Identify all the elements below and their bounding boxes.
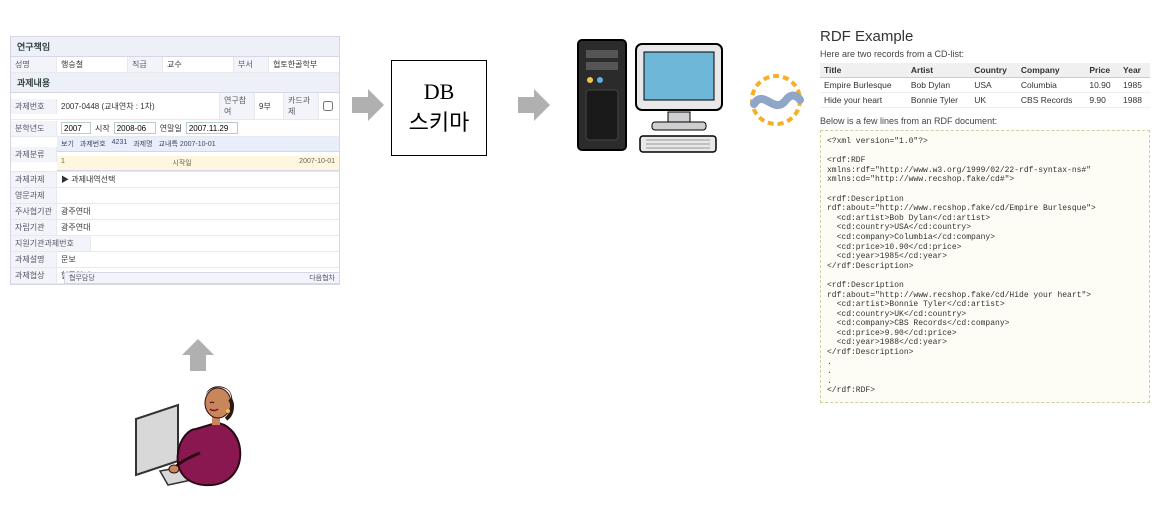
label-year: 분학년도 (11, 121, 57, 136)
rdf-code-block: <?xml version="1.0"?> <rdf:RDF xmlns:rdf… (820, 130, 1150, 403)
value-card (319, 99, 339, 113)
band-b: 과제번호 (80, 139, 106, 149)
label-brief: 과제설명 (11, 252, 57, 267)
label-d1: 과제협상 (11, 268, 57, 283)
person-at-computer-icon (130, 375, 270, 495)
form-row-org: 주사협기관 광주연대 (11, 204, 339, 220)
cell: UK (970, 93, 1017, 108)
label-job: 직급 (127, 57, 163, 72)
rdf-th-year: Year (1119, 63, 1150, 78)
rdf-title: RDF Example (820, 28, 1150, 45)
arrow-right-1-icon (348, 85, 388, 125)
rdf-th-country: Country (970, 63, 1017, 78)
form-section-2: 과제내용 (11, 73, 339, 93)
cell: 9.90 (1085, 93, 1119, 108)
band2-a: 1 (61, 158, 65, 168)
form-row-asst: 자립기관 광주연대 (11, 220, 339, 236)
form-row-pnum: 과제번호 2007-0448 (교내연차 : 1차) 연구참여 9부 카드과제 (11, 93, 339, 120)
label-parent: 과제분류 (11, 147, 57, 162)
cell: Bonnie Tyler (907, 93, 970, 108)
label-num: 지원기관과제번호 (11, 236, 91, 251)
value-pstage: 9부 (255, 99, 283, 114)
cell: 1988 (1119, 93, 1150, 108)
band2-b: 시작일 (172, 158, 191, 168)
value-job: 교수 (163, 57, 233, 72)
rdf-th-price: Price (1085, 63, 1119, 78)
rdf-intro: Here are two records from a CD-list: (820, 49, 1150, 59)
rdf-th-artist: Artist (907, 63, 970, 78)
computer-icon (570, 30, 730, 170)
parent-details: 보기 과제번호 4231 과제명 교내특 2007-10-01 1 시작일 20… (57, 137, 339, 171)
arrow-right-2-icon (514, 85, 554, 125)
label-task: 과제과제 (11, 172, 57, 187)
label-org: 주사협기관 (11, 204, 57, 219)
cell: USA (970, 78, 1017, 93)
value-dept: 협토한골학부 (269, 57, 339, 72)
rdf-th-company: Company (1017, 63, 1085, 78)
form-row-lang: 영문과제 (11, 188, 339, 204)
value-name: 행승철 (57, 57, 127, 72)
band-a: 보기 (61, 139, 74, 149)
form-row-name: 성명 행승철 직급 교수 부서 협토한골학부 (11, 57, 339, 73)
form-row-num: 지원기관과제번호 (11, 236, 339, 252)
cell: Empire Burlesque (820, 78, 907, 93)
form-row-brief: 과제설명 문보 (11, 252, 339, 268)
value-year: 시작 연말일 (57, 120, 339, 136)
year-input[interactable] (61, 122, 91, 134)
band2-c: 2007-10-01 (299, 158, 335, 168)
value-brief: 문보 (57, 252, 339, 267)
form-strip: 협무담당 다음협차 (64, 272, 340, 284)
halo-icon (746, 70, 806, 130)
db-schema-box: DB 스키마 (391, 60, 487, 156)
strip-right[interactable]: 다음협차 (309, 273, 335, 283)
label-name: 성명 (11, 57, 57, 72)
table-row: Empire Burlesque Bob Dylan USA Columbia … (820, 78, 1150, 93)
arrow-up-icon (178, 335, 218, 375)
band-e: 교내특 2007-10-01 (159, 139, 216, 149)
cell: Columbia (1017, 78, 1085, 93)
rdf-table: Title Artist Country Company Price Year … (820, 63, 1150, 108)
value-lang (57, 194, 339, 198)
label-start: 시작 (95, 123, 110, 134)
label-end: 연말일 (160, 123, 182, 134)
value-pnum: 2007-0448 (교내연차 : 1차) (57, 99, 219, 114)
db-line2: 스키마 (409, 105, 470, 137)
cell: 10.90 (1085, 78, 1119, 93)
label-dept: 부서 (233, 57, 269, 72)
strip-left: 협무담당 (69, 273, 95, 283)
value-asst: 광주연대 (57, 220, 339, 235)
table-row: Hide your heart Bonnie Tyler UK CBS Reco… (820, 93, 1150, 108)
value-num (91, 242, 339, 246)
detail-band2: 1 시작일 2007-10-01 (57, 156, 339, 171)
form-row-parent: 과제분류 보기 과제번호 4231 과제명 교내특 2007-10-01 1 시… (11, 137, 339, 172)
label-pstage: 연구참여 (219, 93, 255, 119)
card-checkbox[interactable] (323, 101, 333, 111)
cell: CBS Records (1017, 93, 1085, 108)
label-lang: 영문과제 (11, 188, 57, 203)
detail-band: 보기 과제번호 4231 과제명 교내특 2007-10-01 (57, 137, 339, 152)
form-row-year: 분학년도 시작 연말일 (11, 120, 339, 137)
value-org: 광주연대 (57, 204, 339, 219)
band-d: 과제명 (133, 139, 152, 149)
value-task[interactable]: ▶ 과제내역선택 (57, 172, 339, 187)
rdf-table-header-row: Title Artist Country Company Price Year (820, 63, 1150, 78)
research-form: 연구책임 성명 행승철 직급 교수 부서 협토한골학부 과제내용 과제번호 20… (10, 36, 340, 285)
band-c: 4231 (112, 139, 128, 149)
end-input[interactable] (186, 122, 238, 134)
start-input[interactable] (114, 122, 156, 134)
form-section-1: 연구책임 (11, 37, 339, 57)
label-card: 카드과제 (283, 93, 319, 119)
db-line1: DB (424, 79, 455, 105)
label-pnum: 과제번호 (11, 99, 57, 114)
cell: Hide your heart (820, 93, 907, 108)
rdf-th-title: Title (820, 63, 907, 78)
cell: Bob Dylan (907, 78, 970, 93)
label-asst: 자립기관 (11, 220, 57, 235)
cell: 1985 (1119, 78, 1150, 93)
form-row-task: 과제과제 ▶ 과제내역선택 (11, 172, 339, 188)
rdf-panel: RDF Example Here are two records from a … (820, 28, 1150, 403)
rdf-intro2: Below is a few lines from an RDF documen… (820, 116, 1150, 126)
